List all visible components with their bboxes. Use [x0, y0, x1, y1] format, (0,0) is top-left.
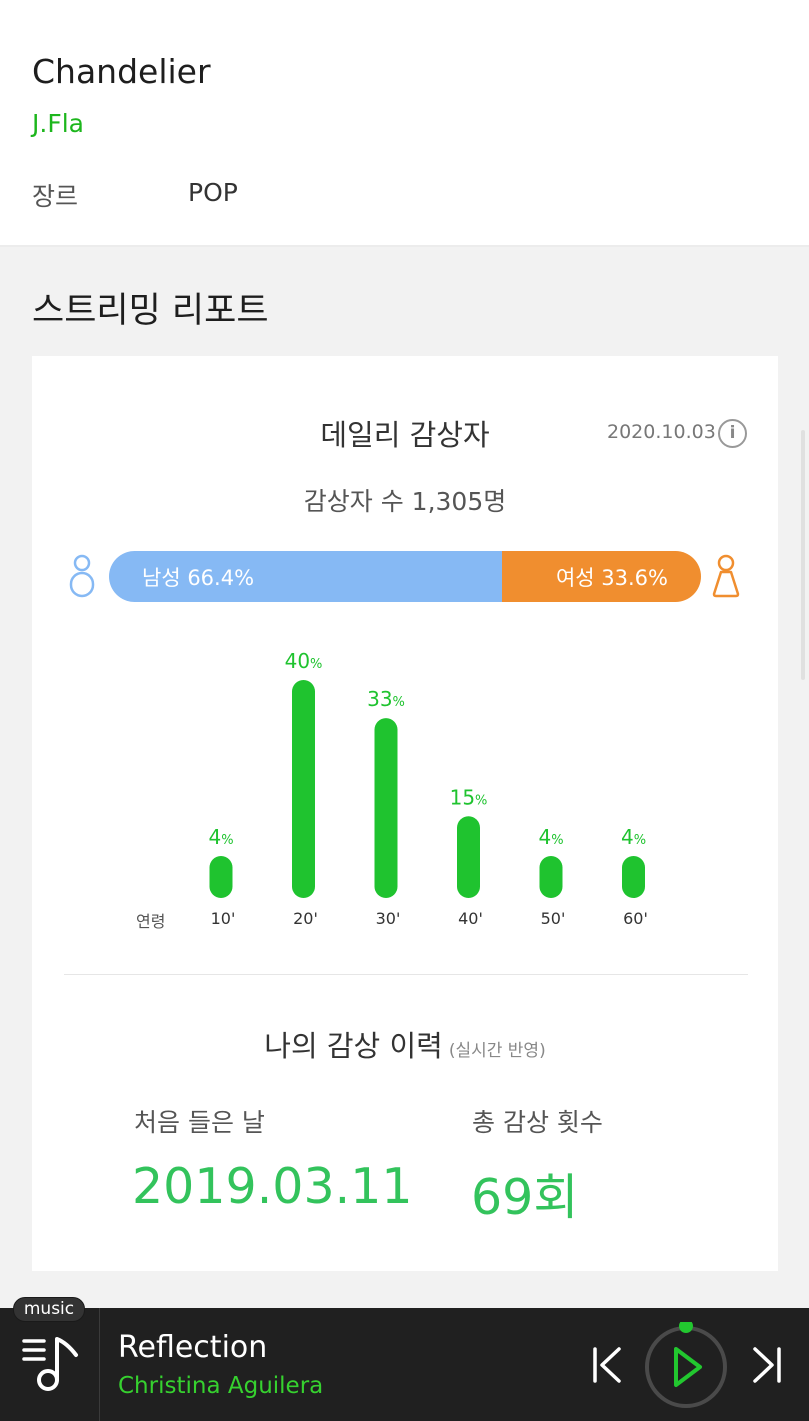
total-plays-value: 69회	[471, 1169, 579, 1226]
scrollbar[interactable]	[801, 430, 805, 680]
age-bar-60	[622, 856, 645, 898]
now-playing-title[interactable]: Reflection	[118, 1330, 268, 1365]
history-title-text: 나의 감상 이력	[264, 1029, 443, 1063]
age-bar-30	[374, 718, 398, 898]
music-badge: music	[13, 1297, 85, 1322]
male-icon	[69, 554, 95, 598]
age-tick-label: 40'	[458, 909, 483, 928]
playlist-icon[interactable]	[22, 1335, 80, 1393]
streaming-report-card: 데일리 감상자 2020.10.03 i 감상자 수 1,305명 남성 66.…	[32, 356, 778, 1271]
age-bar-value-label: 40%	[285, 649, 323, 673]
listener-count: 감상자 수 1,305명	[303, 487, 507, 516]
history-title: 나의 감상 이력 (실시간 반영)	[32, 1023, 778, 1065]
female-icon	[712, 554, 740, 598]
age-bar-10	[209, 856, 233, 898]
song-title: Chandelier	[32, 52, 211, 91]
daily-listeners-title: 데일리 감상자	[320, 418, 490, 452]
section-title: 스트리밍 리포트	[32, 291, 269, 331]
age-bar-value-label: 4%	[538, 825, 563, 849]
female-segment: 여성 33.6%	[502, 551, 701, 602]
age-tick-label: 20'	[293, 909, 318, 928]
song-info-card: Chandelier J.Fla 장르 POP	[0, 0, 809, 247]
genre-label: 장르	[32, 182, 79, 211]
previous-icon[interactable]	[590, 1345, 624, 1385]
age-tick-label: 50'	[541, 909, 566, 928]
age-tick-label: 10'	[211, 909, 236, 928]
now-playing-artist[interactable]: Christina Aguilera	[118, 1373, 324, 1399]
age-tick-label: 60'	[623, 909, 648, 928]
divider	[64, 974, 748, 975]
age-bar-value-label: 4%	[208, 825, 233, 849]
play-icon[interactable]	[643, 1322, 729, 1412]
age-bar-value-label: 4%	[621, 825, 646, 849]
info-icon[interactable]: i	[718, 419, 747, 448]
age-axis-label: 연령	[136, 912, 166, 931]
age-bar-20	[292, 680, 315, 898]
player-divider	[99, 1308, 100, 1421]
age-bar-value-label: 15%	[450, 785, 488, 809]
history-subtitle: (실시간 반영)	[448, 1041, 546, 1061]
first-listened-value: 2019.03.11	[132, 1158, 413, 1215]
song-artist[interactable]: J.Fla	[32, 109, 84, 138]
next-icon[interactable]	[750, 1345, 784, 1385]
first-listened-label: 처음 들은 날	[134, 1108, 265, 1137]
age-bar-value-label: 33%	[367, 687, 405, 711]
gender-ratio-bar: 남성 66.4% 여성 33.6%	[109, 551, 701, 602]
age-bar-50	[539, 856, 563, 898]
male-segment: 남성 66.4%	[109, 551, 503, 602]
age-tick-label: 30'	[376, 909, 401, 928]
age-bar-40	[457, 816, 480, 898]
genre-value: POP	[188, 178, 238, 207]
total-plays-label: 총 감상 횟수	[472, 1108, 603, 1137]
report-date: 2020.10.03	[607, 421, 716, 443]
age-bar-chart: 4% 10' 40% 20' 33% 30' 15% 40' 4% 50' 4% 60'	[208, 649, 648, 928]
